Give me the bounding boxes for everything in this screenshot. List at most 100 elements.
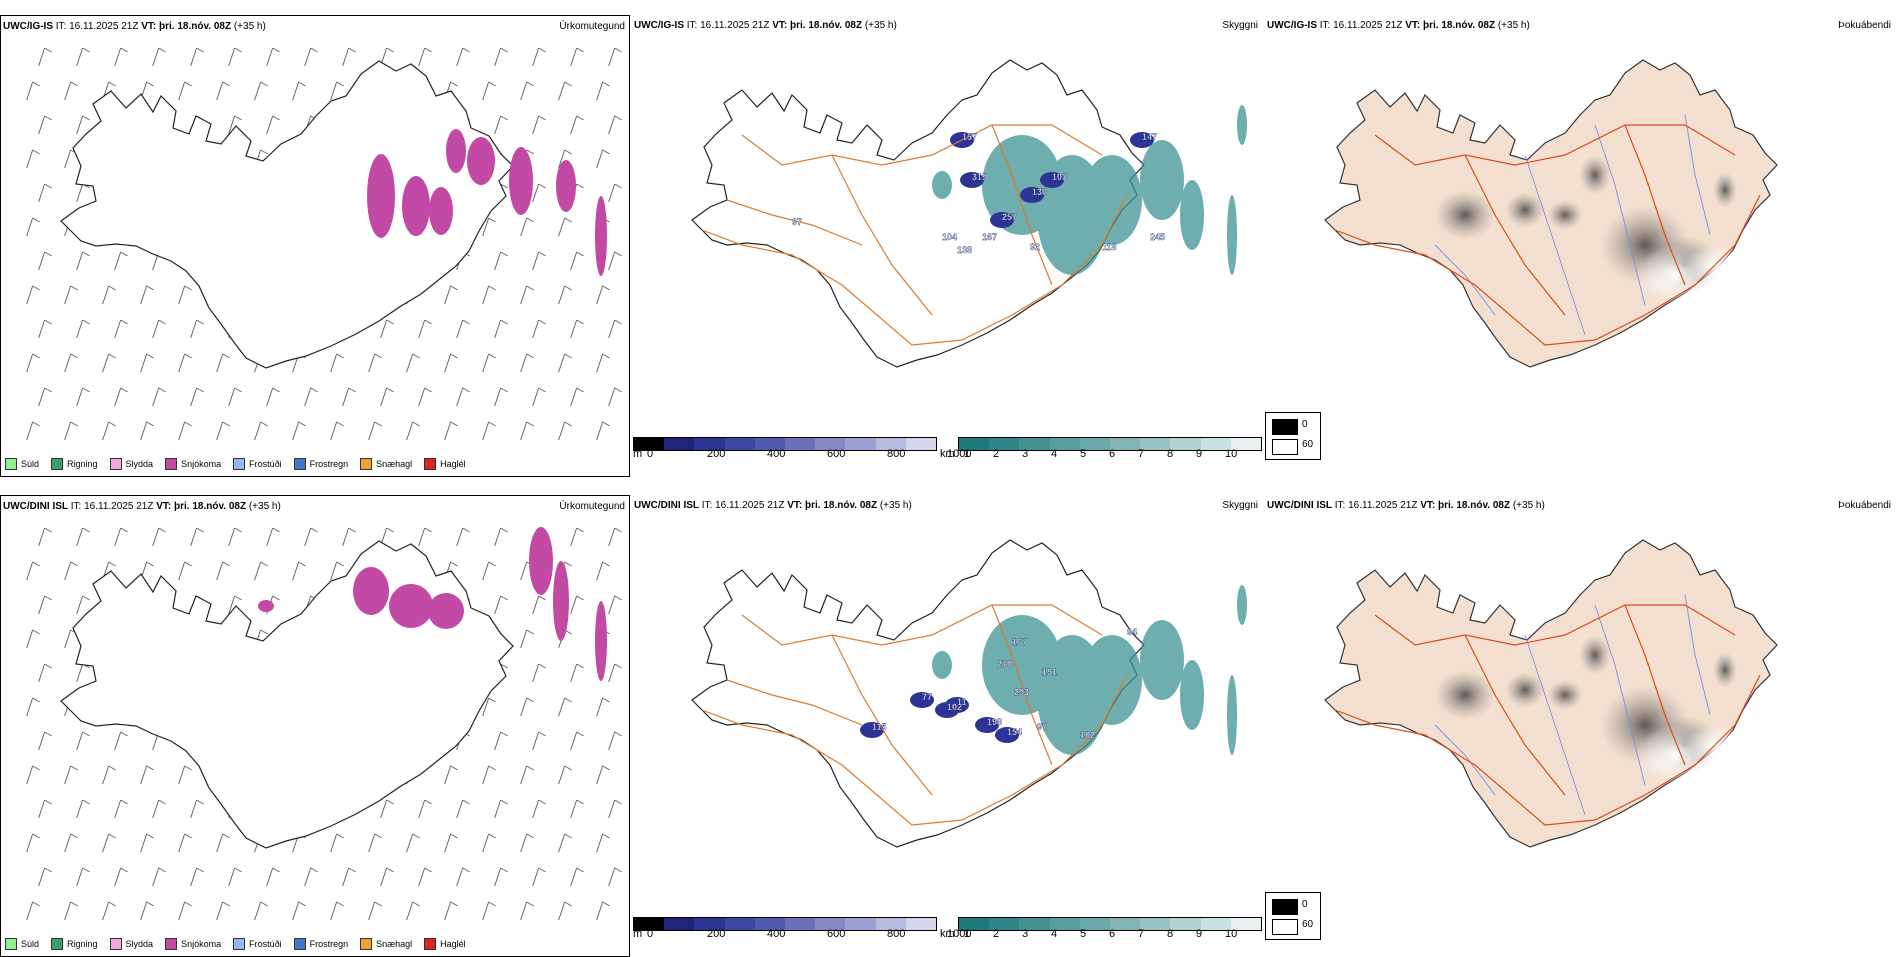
wind-barb	[494, 799, 502, 819]
wind-barb-flag	[32, 285, 40, 291]
legend-label: Súld	[21, 459, 40, 469]
wind-barb	[520, 833, 528, 853]
colorbar-tick-label: 10	[1225, 448, 1238, 460]
wind-barb-flag	[564, 421, 572, 427]
legend-item: Frostregn	[293, 938, 349, 950]
wind-barb	[558, 149, 566, 169]
wind-barb	[444, 421, 452, 441]
colorbar-segment	[1110, 438, 1141, 450]
low-ceiling-area	[860, 722, 884, 738]
wind-barb	[482, 561, 490, 581]
wind-barb-flag	[196, 527, 204, 533]
wind-barb	[482, 697, 490, 717]
wind-barb-flag	[602, 353, 610, 359]
low-ceiling-area	[975, 717, 999, 733]
colorbar-tick-label: 400	[767, 448, 786, 460]
wind-barb-flag	[184, 81, 192, 87]
wind-barb-flag	[32, 81, 40, 87]
wind-barb-flag	[120, 799, 128, 805]
wind-barb-flag	[184, 833, 192, 839]
low-ceiling-areas	[950, 132, 1154, 228]
wind-barb-flag	[488, 901, 496, 907]
wind-barb-flag	[120, 47, 128, 53]
wind-barb-flag	[564, 217, 572, 223]
legend-item: Súld	[5, 938, 39, 950]
panel-title: UWC/DINI ISL IT: 16.11.2025 21Z VT: þri.…	[1267, 500, 1545, 511]
wind-barb	[406, 833, 414, 853]
wind-barb-flag	[538, 251, 546, 257]
legend-item: Frostúði	[233, 458, 282, 470]
fog-area	[1547, 200, 1583, 230]
wind-barb	[178, 765, 186, 785]
visibility-value-label: 245	[1150, 232, 1165, 242]
wind-barb-flag	[108, 285, 116, 291]
wind-barb-flag	[272, 387, 280, 393]
wind-barb-flag	[538, 387, 546, 393]
visibility-map: 157 147 319 103 136 257 104 167 138 92 118 245 97	[691, 59, 1247, 368]
wind-barb	[114, 799, 122, 819]
wind-barb-flag	[614, 663, 622, 669]
wind-barb-flag	[526, 285, 534, 291]
wind-barb	[190, 387, 198, 407]
wind-barb	[532, 319, 540, 339]
low-visibility-area	[1180, 180, 1204, 250]
wind-barb-flag	[576, 387, 584, 393]
wind-barb	[64, 901, 72, 921]
wind-barb-flag	[614, 595, 622, 601]
wind-barb-flag	[576, 183, 584, 189]
road	[701, 194, 1128, 346]
wind-barb-flag	[526, 149, 534, 155]
wind-barb	[596, 833, 604, 853]
wind-barb	[558, 81, 566, 101]
wind-barb	[532, 115, 540, 135]
colorbar-segment	[724, 438, 755, 450]
wind-barb-flag	[234, 595, 242, 601]
wind-barb	[520, 353, 528, 373]
wind-barb-flag	[614, 319, 622, 325]
wind-barb	[102, 901, 110, 921]
wind-barb-flag	[184, 901, 192, 907]
fog-area	[1547, 680, 1583, 710]
visibility-value-label: 167	[982, 232, 997, 242]
wind-barb-flag	[336, 561, 344, 567]
wind-barb	[266, 527, 274, 547]
wind-barb	[558, 421, 566, 441]
road-network	[701, 124, 1128, 346]
wind-barb	[102, 833, 110, 853]
wind-barb-flag	[538, 731, 546, 737]
wind-barb-flag	[424, 47, 432, 53]
visibility-value-label: 118	[1102, 242, 1117, 252]
legend-item: Frostúði	[233, 938, 282, 950]
colorbar-tick-label: 3	[1022, 928, 1029, 940]
iceland-outline	[60, 60, 514, 369]
legend-label: Frostregn	[309, 939, 349, 949]
wind-barb-flag	[32, 901, 40, 907]
colorbar-segment	[1140, 918, 1171, 930]
wind-barb	[152, 867, 160, 887]
wind-barb	[254, 561, 262, 581]
wind-barb	[532, 595, 540, 615]
road-network	[1334, 124, 1761, 346]
wind-barb-flag	[146, 901, 154, 907]
fog-bin-label: 60	[1302, 919, 1314, 930]
wind-barb	[494, 115, 502, 135]
wind-barb-flag	[184, 765, 192, 771]
wind-barb-flag	[146, 353, 154, 359]
wind-barb	[532, 799, 540, 819]
wind-barb-flag	[260, 629, 268, 635]
wind-barb-flag	[70, 901, 78, 907]
fog-bin-swatch	[1272, 899, 1298, 915]
road	[701, 674, 1128, 826]
wind-barb-flag	[412, 421, 420, 427]
snow-area	[553, 561, 569, 641]
road	[1464, 154, 1566, 316]
snow-area	[389, 584, 433, 628]
wind-barb-flag	[44, 799, 52, 805]
wind-barb	[64, 561, 72, 581]
wind-barb-flag	[500, 47, 508, 53]
colorbar-segment	[905, 918, 937, 930]
colorbar-segment	[815, 438, 846, 450]
colorbar-tick-label: 7	[1138, 448, 1145, 460]
wind-barb	[216, 561, 224, 581]
wind-barb-flag	[576, 115, 584, 121]
